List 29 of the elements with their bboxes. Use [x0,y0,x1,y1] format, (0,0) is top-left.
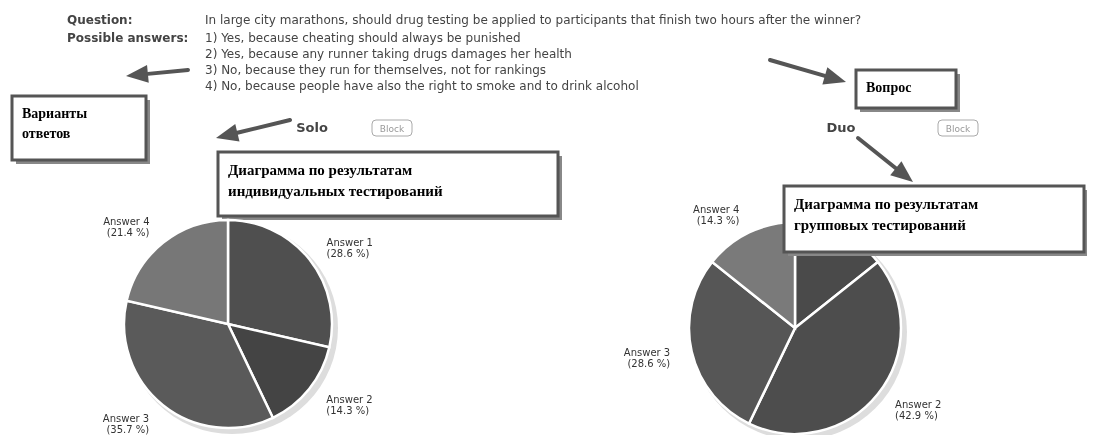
slice-label: Answer 2 [895,398,942,410]
text: In large city marathons, should drug testing be applied to participants that finish two hours after the winner? [205,13,862,27]
text: Диаграмма по результатам групповых тестирований [794,196,979,233]
slice-label: Answer 2 [326,393,373,405]
text: Block [945,124,971,134]
text: Вопрос [866,80,912,95]
data-label: (42.9 %) [895,409,938,421]
slice-label: Answer 4 [103,216,150,228]
data-label: (21.4 %) [106,227,150,239]
text: 2) Yes, because any runner taking drugs damages her health [205,47,572,61]
data-label: (28.6 %) [627,358,671,370]
data-label: (28.6 %) [326,247,370,259]
text: Block [379,124,405,134]
slice-label: Answer 3 [623,347,671,359]
text: 4) No, because people have also the right to smoke and to drink alcohol [205,79,639,93]
data-label: (14.3 %) [696,214,740,226]
text: Диаграмма по результатам индивидуальных тестирований [228,162,443,199]
chart-title: Duo [826,120,856,135]
text: Possible answers: [67,31,189,45]
text: Варианты ответов [22,106,88,141]
chart-title: Solo [296,120,328,135]
slice-label: Answer 4 [693,203,740,215]
text: 1) Yes, because cheating should always be punished [205,31,521,45]
data-label: (14.3 %) [326,404,370,416]
slice-label: Answer 1 [326,236,373,248]
data-label: (35.7 %) [106,424,150,436]
slice-label: Answer 3 [102,413,150,425]
text: Question: [67,13,133,27]
text: 3) No, because they run for themselves, not for rankings [205,63,547,77]
